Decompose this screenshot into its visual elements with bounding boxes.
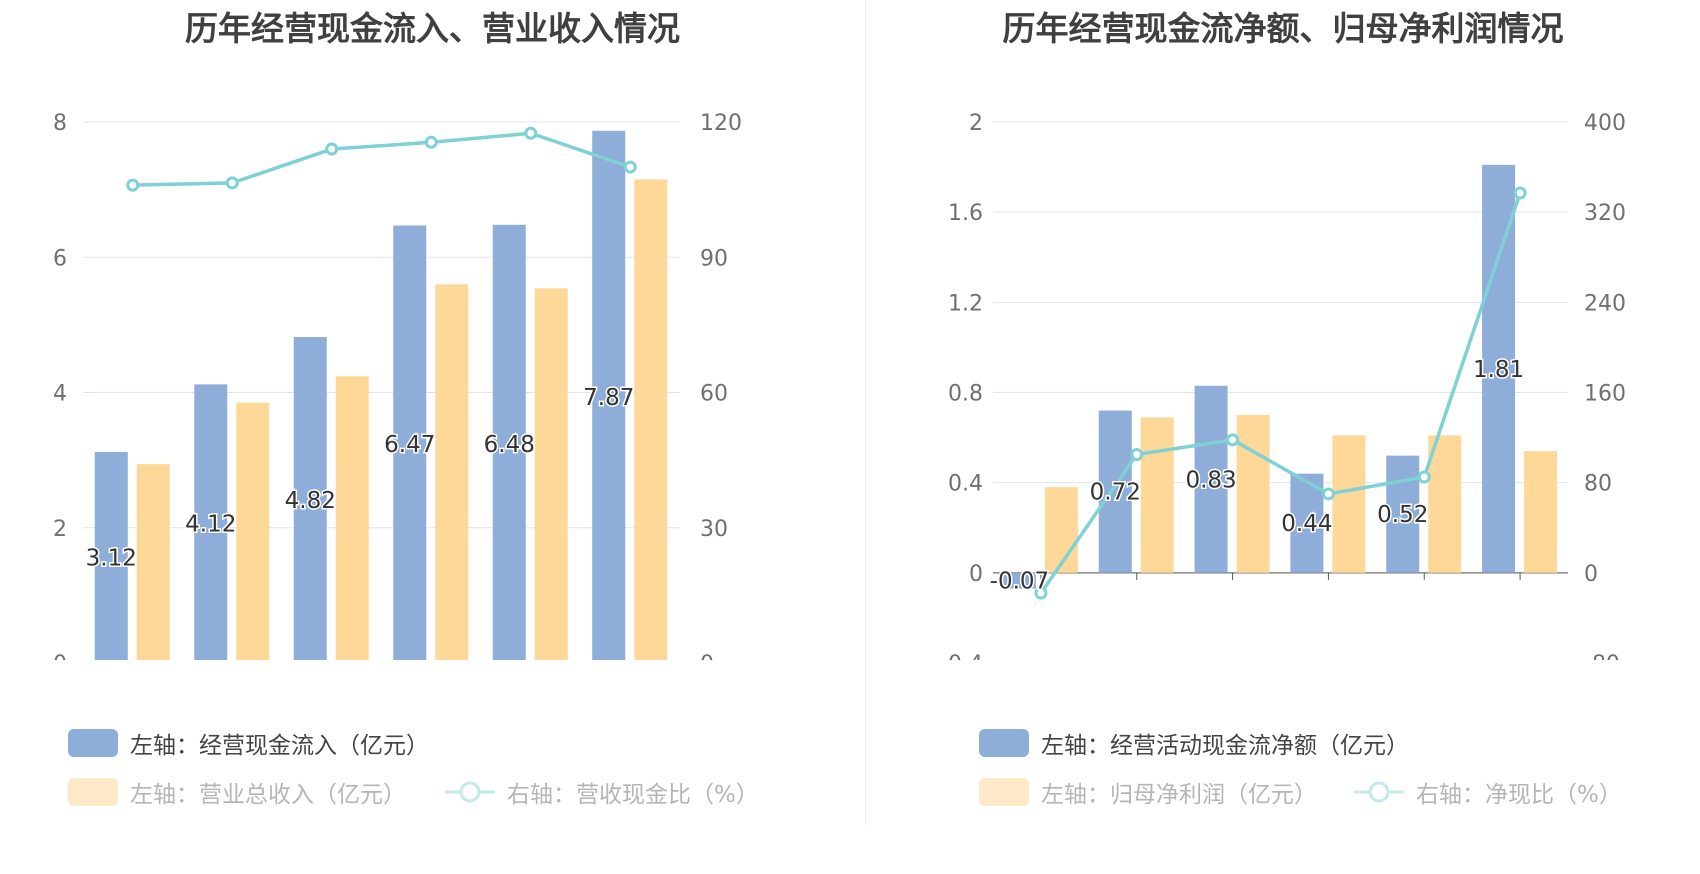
line-point (1417, 470, 1431, 484)
bar-series-1 (592, 130, 626, 660)
bar-series-1 (194, 384, 228, 660)
y-left-tick-label: 1.6 (948, 201, 983, 226)
y-left-tick-label: 2 (969, 111, 983, 136)
line-point (225, 176, 239, 190)
bar-series-1 (1098, 410, 1132, 573)
bar-data-label: -0.07 (990, 569, 1050, 595)
bar-series-2 (136, 464, 170, 660)
y-left-tick-label: 6 (53, 246, 67, 271)
y-right-tick-label: 160 (1584, 382, 1626, 407)
y-left-tick-label: 0 (53, 652, 67, 660)
line-point (1130, 447, 1144, 461)
bar-series-1 (1002, 572, 1036, 589)
bar-series-1 (1290, 473, 1324, 573)
bar-series-2 (236, 402, 270, 660)
bar-series-2 (435, 284, 469, 660)
line-point (424, 135, 438, 149)
bar-data-label: 4.12 (185, 512, 236, 538)
line-point (1226, 433, 1240, 447)
panel-divider (865, 0, 866, 825)
bar-data-label: 6.47 (384, 432, 435, 458)
bar-series-1 (1482, 164, 1516, 573)
chart-plot-area: 0023046069081202018201920202021202220233… (53, 111, 742, 660)
y-left-tick-label: 8 (53, 111, 67, 136)
bar-data-label: 4.82 (285, 488, 336, 514)
bar-series-1 (94, 452, 128, 660)
line-point (1513, 186, 1527, 200)
y-right-tick-label: 320 (1584, 201, 1626, 226)
y-right-tick-label: -80 (1584, 652, 1620, 660)
y-left-tick-label: 0.8 (948, 382, 983, 407)
line-point (623, 160, 637, 174)
chart-plot-area: -0.4-80000.4800.81601.22401.632024002018… (940, 111, 1626, 660)
bar-data-label: 0.52 (1377, 502, 1428, 528)
bar-series-2 (534, 288, 568, 660)
bar-series-2 (1428, 435, 1462, 573)
legend-item-net-cash-ratio[interactable]: 右轴：净现比（%） (1354, 777, 1622, 808)
y-right-tick-label: 80 (1584, 472, 1612, 497)
bar-data-label: 0.44 (1281, 511, 1332, 537)
y-right-tick-label: 0 (1584, 562, 1598, 587)
legend-item-cash-inflow[interactable]: 左轴：经营现金流入（亿元） (68, 728, 429, 759)
legend-line-marker-icon (1354, 781, 1404, 803)
y-right-tick-label: 60 (700, 382, 728, 407)
line-series (132, 131, 631, 187)
legend-item-net-cash[interactable]: 左轴：经营活动现金流净额（亿元） (979, 728, 1409, 759)
chart-panel-netcash-profit: 历年经营现金流净额、归母净利润情况 -0.4 -80 0 0 0.4 80 0.8 160 1.… (866, 0, 1700, 874)
line-series (1039, 192, 1522, 595)
bar-series-2 (335, 376, 369, 660)
legend-swatch-blue (68, 729, 118, 757)
bar-series-2 (1044, 487, 1078, 573)
y-right-tick-label: 30 (700, 517, 728, 542)
legend-swatch-blue (979, 729, 1029, 757)
y-left-tick-label: -0.4 (940, 652, 983, 660)
line-point (524, 126, 538, 140)
bar-series-1 (1194, 385, 1228, 573)
y-right-tick-label: 0 (700, 652, 714, 660)
y-left-tick-label: 2 (53, 517, 67, 542)
y-right-tick-label: 120 (700, 111, 742, 136)
line-point (126, 178, 140, 192)
legend-line-marker-icon (445, 781, 495, 803)
y-left-tick-label: 0.4 (948, 472, 983, 497)
bar-data-label: 1.81 (1473, 357, 1524, 383)
legend-label: 左轴：归母净利润（亿元） (1041, 782, 1317, 808)
legend-swatch-orange (68, 778, 118, 806)
legend-item-revenue[interactable]: 左轴：营业总收入（亿元） (68, 777, 406, 808)
line-point (1034, 586, 1048, 600)
bar-series-1 (393, 225, 427, 660)
legend-swatch-orange (979, 778, 1029, 806)
bar-data-label: 0.72 (1090, 480, 1141, 506)
legend-item-ratio[interactable]: 右轴：营收现金比（%） (445, 777, 759, 808)
y-right-tick-label: 240 (1584, 291, 1626, 316)
bar-series-2 (634, 179, 668, 660)
legend-item-net-profit[interactable]: 左轴：归母净利润（亿元） (979, 777, 1317, 808)
chart-title: 历年经营现金流净额、归母净利润情况 (1002, 9, 1564, 48)
legend-label: 左轴：经营现金流入（亿元） (130, 733, 429, 759)
legend-label: 左轴：营业总收入（亿元） (130, 782, 406, 808)
bar-series-2 (1140, 417, 1174, 573)
legend-label: 右轴：净现比（%） (1416, 782, 1622, 808)
bar-series-1 (492, 224, 526, 660)
bar-data-label: 3.12 (86, 546, 137, 572)
bar-series-2 (1236, 415, 1270, 573)
legend-label: 右轴：营收现金比（%） (507, 782, 759, 808)
y-left-tick-label: 4 (53, 382, 67, 407)
bar-data-label: 7.87 (583, 385, 634, 411)
bar-data-label: 6.48 (484, 432, 535, 458)
chart-title: 历年经营现金流入、营业收入情况 (185, 9, 680, 48)
y-right-tick-label: 400 (1584, 111, 1626, 136)
bar-data-label: 0.83 (1185, 467, 1236, 493)
chart-panel-cashflow-revenue: 历年经营现金流入、营业收入情况 002304606908120201820192… (53, 9, 759, 808)
line-point (325, 142, 339, 156)
line-point (1321, 487, 1335, 501)
y-left-tick-label: 1.2 (948, 291, 983, 316)
legend-label: 左轴：经营活动现金流净额（亿元） (1041, 733, 1409, 759)
bar-series-1 (1386, 455, 1420, 573)
bar-series-2 (1332, 435, 1366, 573)
y-left-tick-label: 0 (969, 562, 983, 587)
bar-series-2 (1524, 451, 1558, 573)
y-right-tick-label: 90 (700, 246, 728, 271)
bar-series-1 (293, 337, 327, 660)
